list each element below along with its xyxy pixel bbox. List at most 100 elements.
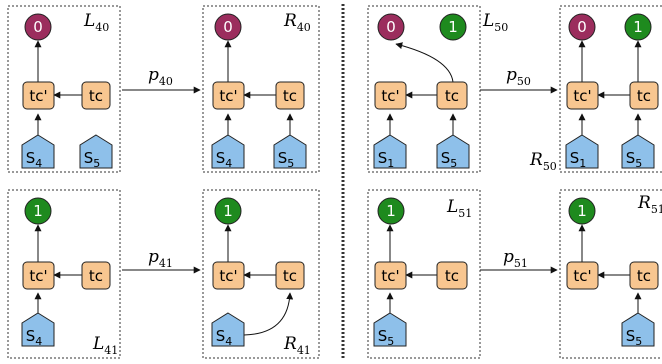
- node-one-circle: [377, 197, 405, 225]
- node-tc-prime: [374, 261, 407, 290]
- panel-label-L40: L40: [83, 11, 109, 34]
- node-one-label: 1: [33, 202, 43, 220]
- node-tc-prime: [22, 81, 55, 110]
- node-tc-prime-label: tc': [219, 87, 237, 105]
- node-zero-label: 0: [223, 18, 233, 36]
- node-S1-label: S1: [378, 149, 395, 170]
- node-tc-label: tc: [283, 87, 297, 105]
- panel-label-L51: L51: [446, 197, 472, 220]
- graph-R51: 1 tc' tc S5 R51: [566, 193, 662, 348]
- panel-label-R51: R51: [637, 193, 662, 216]
- graph-L40: 0 tc' tc S4 S5 L40: [21, 11, 113, 170]
- graph-R50: 0 1 tc' tc S1 S5 R50: [529, 13, 659, 173]
- panel-R50: [559, 5, 662, 173]
- node-tc-prime-label: tc': [381, 267, 399, 285]
- node-tc-prime-label: tc': [219, 267, 237, 285]
- node-tc-prime-label: tc': [29, 87, 47, 105]
- node-one-label: 1: [448, 18, 458, 36]
- panel-label-R40: R40: [283, 11, 311, 34]
- node-zero-circle: [214, 13, 242, 41]
- node-tc-label: tc: [445, 267, 459, 285]
- node-S5-house: [621, 312, 655, 347]
- arrow-label-p50: p50: [506, 65, 531, 88]
- graph-L51: 1 tc' tc S5 L51: [373, 197, 472, 348]
- node-S5-house: [436, 134, 470, 169]
- node-one-label: 1: [386, 202, 396, 220]
- node-tc: [81, 261, 111, 290]
- node-tc: [275, 261, 305, 290]
- node-one-circle: [624, 13, 652, 41]
- node-zero-circle: [24, 13, 52, 41]
- panel-label-L41: L41: [92, 334, 118, 357]
- node-S5-label: S5: [626, 327, 643, 348]
- node-S5-label: S5: [278, 149, 295, 170]
- graph-R40: 0 tc' tc S4 S5 R40: [211, 11, 311, 170]
- node-one-label: 1: [223, 202, 233, 220]
- panel-label-R41: R41: [283, 334, 311, 357]
- node-tc-prime: [374, 81, 407, 110]
- node-S5-house: [373, 312, 407, 347]
- arrow-label-p40: p40: [148, 65, 173, 88]
- node-S5-house: [273, 134, 307, 169]
- node-S1-label: S1: [570, 149, 587, 170]
- node-S5-label: S5: [378, 327, 395, 348]
- node-one-circle: [214, 197, 242, 225]
- node-S4-label: S4: [26, 149, 43, 170]
- node-tc-prime: [212, 81, 245, 110]
- panel-label-R50: R50: [529, 150, 557, 173]
- node-zero-circle: [568, 13, 596, 41]
- node-S5-label: S5: [441, 149, 458, 170]
- graph-L50: 0 1 tc' tc S1 S5 L50: [373, 11, 508, 170]
- graph-R41: 1 tc' tc S4 R41: [211, 197, 311, 357]
- node-zero-label: 0: [386, 18, 396, 36]
- node-S5-house: [621, 134, 655, 169]
- node-S4-label: S4: [216, 327, 233, 348]
- node-S5-label: S5: [626, 149, 643, 170]
- node-tc: [629, 261, 659, 290]
- node-S4-house: [211, 134, 245, 169]
- node-tc: [629, 81, 659, 110]
- node-tc: [275, 81, 305, 110]
- node-tc-label: tc: [637, 267, 651, 285]
- panel-L51: [367, 189, 481, 359]
- panel-label-L50: L50: [482, 11, 508, 34]
- node-tc-prime-label: tc': [573, 87, 591, 105]
- node-one-circle: [24, 197, 52, 225]
- node-S5-house: [79, 134, 113, 169]
- node-tc-label: tc: [445, 87, 459, 105]
- node-S4-house: [211, 312, 245, 347]
- node-one-label: 1: [633, 18, 643, 36]
- node-tc: [81, 81, 111, 110]
- panel-R40: [202, 5, 320, 173]
- panel-L50: [367, 5, 481, 173]
- panel-L41: [7, 189, 121, 359]
- arrow-label-p51: p51: [503, 247, 528, 270]
- panel-R41: [202, 189, 320, 359]
- node-S4-label: S4: [26, 327, 43, 348]
- node-one-label: 1: [577, 202, 587, 220]
- node-one-circle: [568, 197, 596, 225]
- node-tc-prime: [566, 261, 599, 290]
- node-S4-house: [21, 134, 55, 169]
- node-S4-label: S4: [216, 149, 233, 170]
- node-tc: [436, 261, 468, 290]
- node-one-circle: [439, 13, 467, 41]
- node-S1-house: [565, 134, 599, 169]
- arrow-label-p41: p41: [148, 247, 173, 270]
- node-tc-label: tc: [89, 267, 103, 285]
- node-S4-house: [21, 312, 55, 347]
- node-zero-label: 0: [577, 18, 587, 36]
- panel-R51: [559, 189, 662, 359]
- graph-L41: 1 tc' tc S4 L41: [21, 197, 118, 357]
- node-tc-prime-label: tc': [381, 87, 399, 105]
- node-S1-house: [373, 134, 407, 169]
- node-zero-circle: [377, 13, 405, 41]
- node-S5-label: S5: [84, 149, 101, 170]
- node-zero-label: 0: [33, 18, 43, 36]
- node-tc-label: tc: [89, 87, 103, 105]
- node-tc-prime: [22, 261, 55, 290]
- node-tc-label: tc: [283, 267, 297, 285]
- node-tc-label: tc: [637, 87, 651, 105]
- node-tc-prime: [566, 81, 599, 110]
